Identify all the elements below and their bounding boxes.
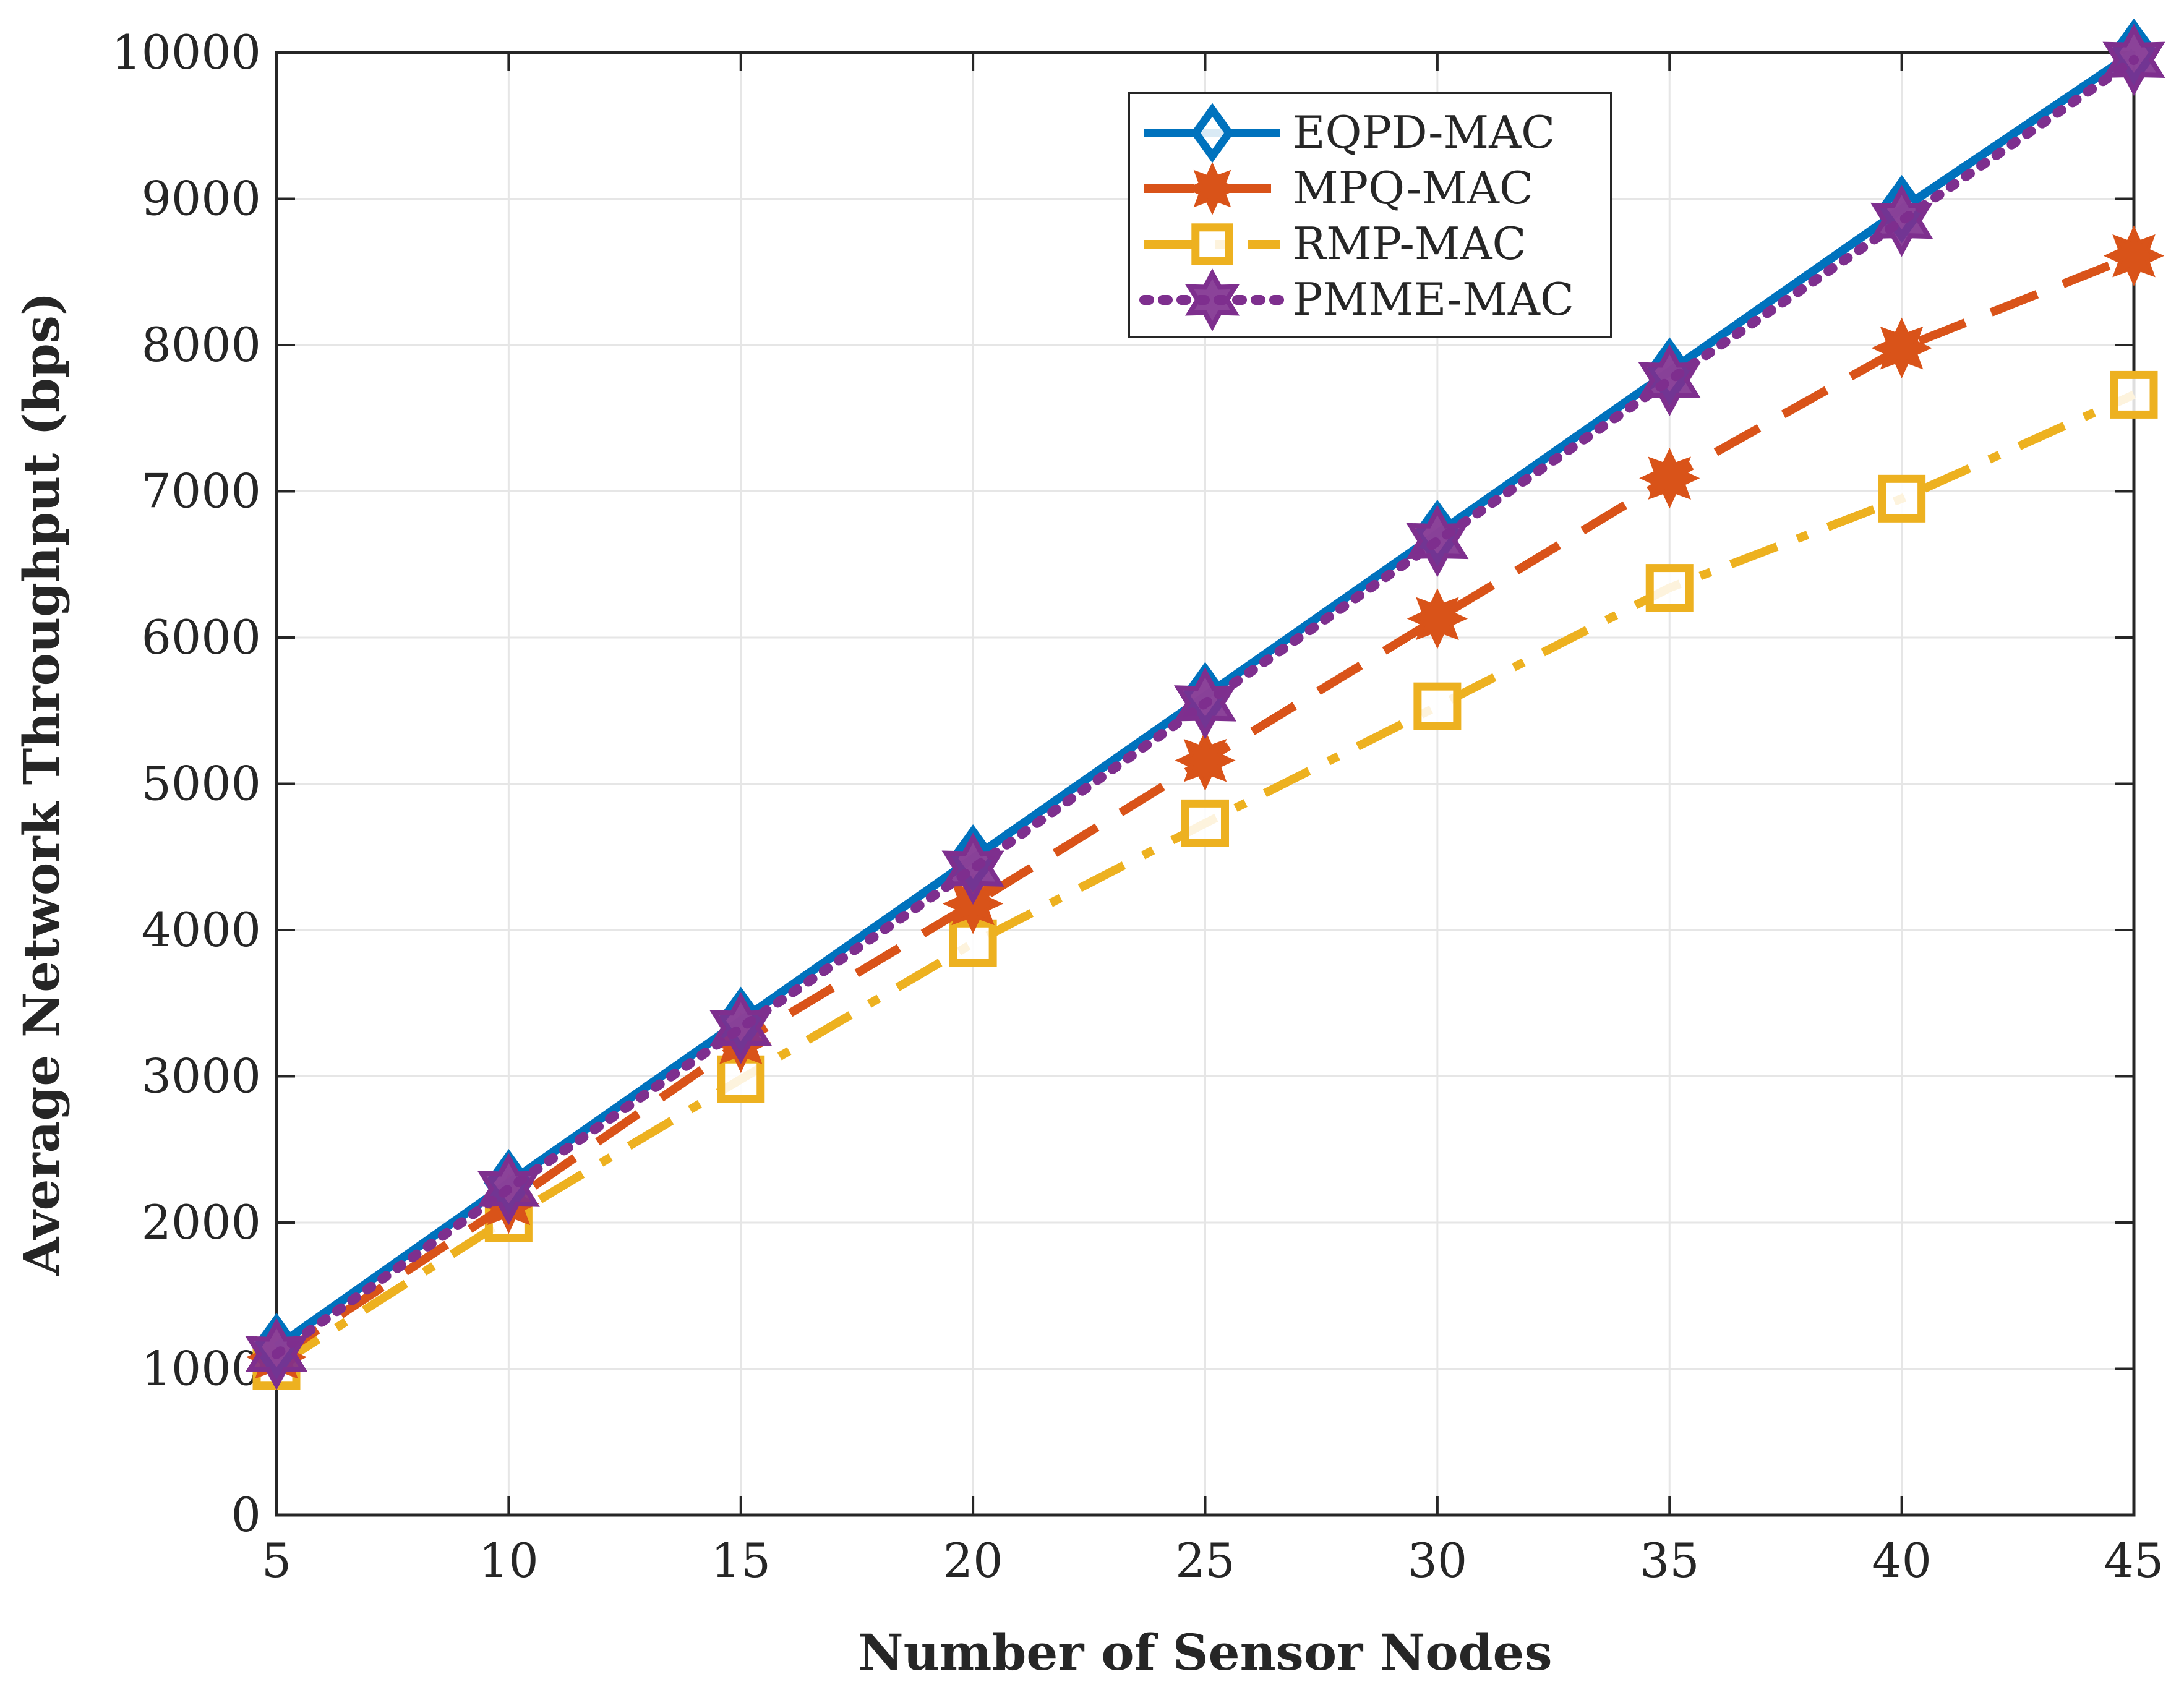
square-marker — [1645, 564, 1694, 612]
square-marker — [1181, 799, 1229, 847]
asterisk-marker — [1175, 730, 1236, 791]
x-axis-title: Number of Sensor Nodes — [859, 1623, 1552, 1681]
x-tick-label: 40 — [1872, 1533, 1932, 1588]
legend-item: MPQ-MAC — [1144, 162, 1533, 215]
y-tick-label: 4000 — [142, 902, 261, 957]
x-tick-label: 10 — [479, 1533, 539, 1588]
diamond-marker — [1191, 103, 1234, 163]
legend-label: RMP-MAC — [1293, 218, 1527, 270]
legend-item: RMP-MAC — [1144, 218, 1527, 270]
y-tick-label: 9000 — [142, 171, 261, 226]
hexagram-marker — [941, 832, 1004, 905]
axis-ticks: 5 10 15 20 25 30 35 40 45 0 1000 2000 3000 4000 5000 60… — [111, 25, 2164, 1588]
hexagram-marker — [1406, 505, 1469, 578]
y-axis-title: Average Network Throughput (bps) — [12, 292, 71, 1276]
square-marker — [1878, 474, 1926, 523]
x-tick-label: 35 — [1640, 1533, 1700, 1588]
asterisk-marker — [1407, 588, 1468, 649]
y-tick-label: 5000 — [142, 756, 261, 811]
y-tick-label: 3000 — [142, 1049, 261, 1104]
legend-label: MPQ-MAC — [1293, 162, 1533, 214]
square-marker — [949, 919, 997, 967]
data-series — [245, 18, 2165, 1391]
legend-item: PMME-MAC — [1139, 268, 1574, 331]
hexagram-marker — [245, 1318, 308, 1391]
hexagram-marker — [1173, 667, 1237, 740]
y-tick-label: 2000 — [142, 1195, 261, 1250]
legend-item: EQPD-MAC — [1144, 103, 1555, 163]
square-marker — [1191, 223, 1233, 265]
asterisk-marker — [1186, 162, 1239, 215]
x-tick-label: 45 — [2104, 1533, 2164, 1588]
asterisk-marker — [2103, 225, 2165, 286]
series-rmp-mac — [252, 370, 2158, 1390]
series-pmme-mac — [245, 23, 2165, 1391]
x-tick-label: 30 — [1408, 1533, 1468, 1588]
y-tick-label: 6000 — [142, 610, 261, 665]
asterisk-marker — [1871, 317, 1932, 378]
legend-label: EQPD-MAC — [1293, 106, 1555, 158]
asterisk-marker — [1639, 448, 1700, 509]
y-tick-label: 0 — [231, 1487, 261, 1542]
hexagram-marker — [1870, 184, 1933, 257]
hexagram-marker — [477, 1153, 540, 1225]
x-tick-label: 15 — [711, 1533, 771, 1588]
x-tick-label: 5 — [262, 1533, 291, 1588]
legend-label: PMME-MAC — [1293, 273, 1574, 325]
hexagram-marker — [1638, 344, 1701, 417]
hexagram-marker — [1184, 268, 1240, 331]
hexagram-marker — [2102, 23, 2165, 96]
square-marker — [2110, 370, 2158, 419]
y-tick-label: 7000 — [142, 464, 261, 519]
x-tick-label: 25 — [1175, 1533, 1235, 1588]
hexagram-marker — [709, 992, 773, 1064]
y-tick-label: 1000 — [142, 1341, 261, 1396]
x-tick-label: 20 — [943, 1533, 1003, 1588]
y-tick-label: 10000 — [111, 25, 261, 80]
square-marker — [1413, 682, 1462, 730]
y-tick-label: 8000 — [142, 317, 261, 372]
